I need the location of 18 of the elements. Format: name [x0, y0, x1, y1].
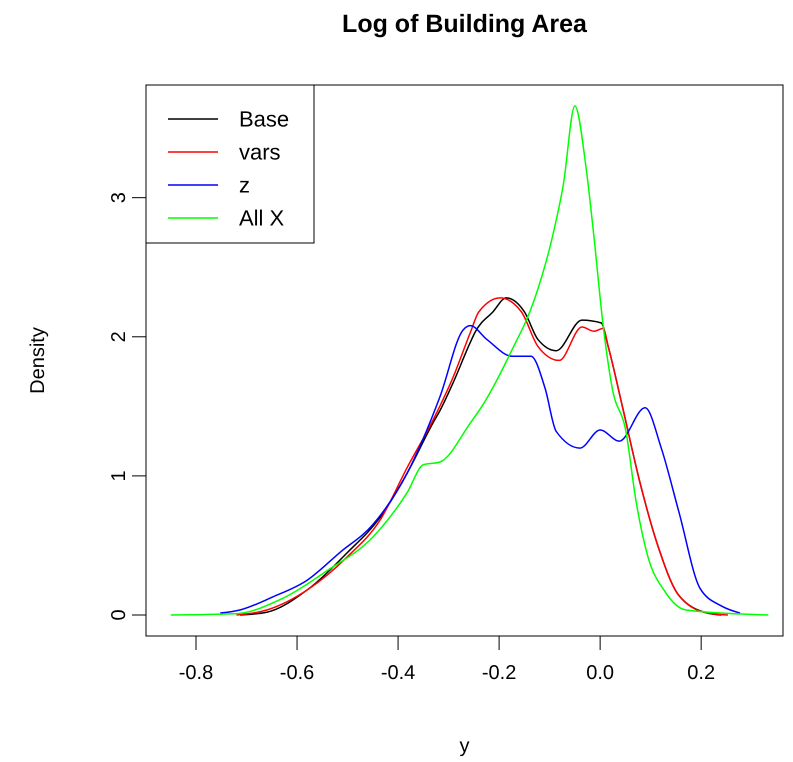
legend-label: All X	[239, 206, 285, 231]
legend-label: vars	[239, 140, 281, 165]
legend-label: z	[239, 172, 250, 198]
x-tick-label: -0.2	[482, 662, 516, 684]
y-axis-title: Density	[27, 327, 49, 394]
x-tick-label: -0.8	[178, 662, 214, 684]
chart-title: Log of Building Area	[342, 10, 588, 38]
x-tick-label: -0.6	[280, 662, 314, 684]
y-tick-label: 3	[108, 192, 130, 204]
y-tick-label: 1	[108, 470, 130, 482]
x-tick-label: 0.2	[687, 662, 716, 684]
legend-label: Base	[239, 106, 290, 132]
line-series	[170, 105, 770, 616]
y-tick-label: 0	[108, 609, 130, 621]
x-tick-label: -0.4	[380, 662, 416, 684]
x-tick-label: 0.0	[586, 662, 614, 684]
y-tick-label: 2	[108, 331, 130, 342]
x-axis-title: y	[460, 735, 470, 757]
